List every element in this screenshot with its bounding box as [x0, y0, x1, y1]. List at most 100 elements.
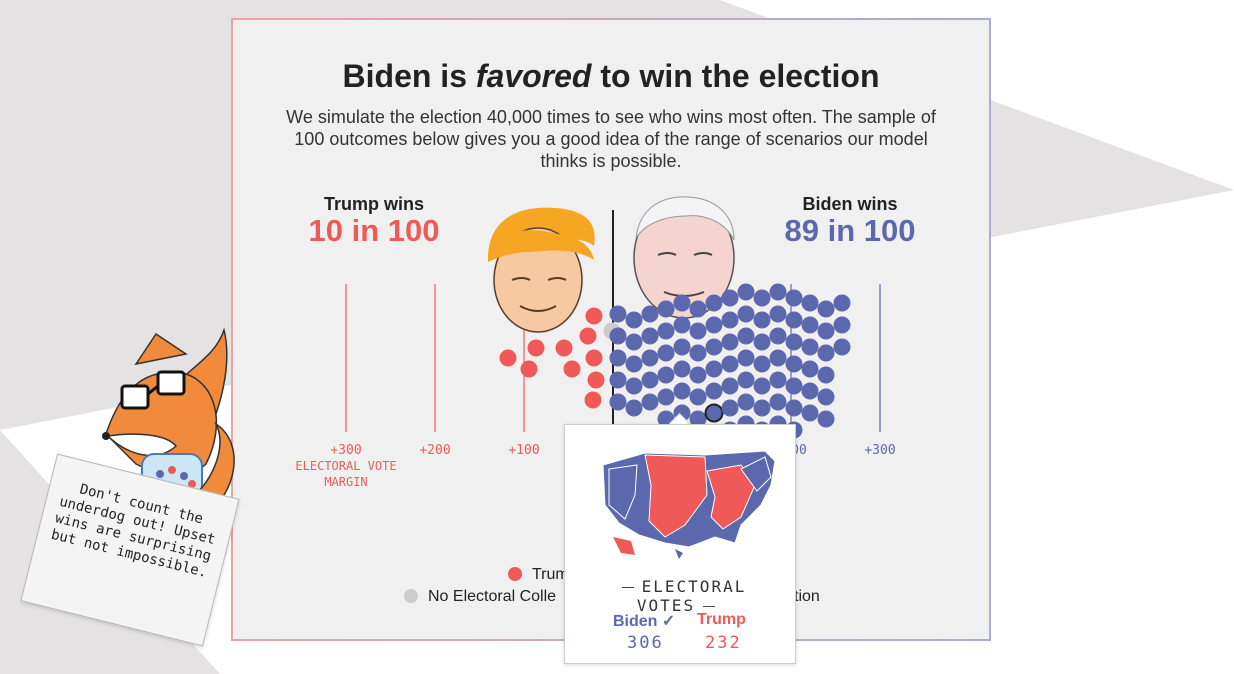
biden-outcome-dot: [625, 377, 643, 395]
biden-outcome-dot: [609, 393, 627, 411]
selected-outcome-dot: [704, 403, 724, 423]
biden-outcome-dot: [737, 305, 755, 323]
electoral-votes-heading: ELECTORAL VOTES: [579, 577, 781, 615]
biden-wins-label: Biden wins: [802, 194, 898, 214]
biden-outcome-dot: [753, 355, 771, 373]
trump-ev-label: Trump: [697, 611, 746, 628]
biden-outcome-dot: [673, 338, 691, 356]
biden-outcome-dot: [721, 333, 739, 351]
trump-outcome-dot: [584, 391, 602, 409]
biden-outcome-dot: [641, 327, 659, 345]
biden-outcome-dot: [721, 289, 739, 307]
biden-outcome-dot: [801, 294, 819, 312]
biden-outcome-dot: [785, 355, 803, 373]
biden-outcome-dot: [625, 399, 643, 417]
us-electoral-map: [602, 450, 776, 559]
biden-outcome-dot: [801, 382, 819, 400]
biden-outcome-dot: [721, 355, 739, 373]
outcome-dots: [499, 283, 851, 439]
trump-ev-count: 232: [705, 633, 742, 653]
trump-outcome-dot: [585, 349, 603, 367]
biden-outcome-dot: [625, 311, 643, 329]
biden-outcome-dot: [641, 305, 659, 323]
biden-outcome-dot: [673, 382, 691, 400]
biden-ev-count: 306: [627, 633, 664, 653]
biden-outcome-dot: [769, 327, 787, 345]
biden-odds: 89 in 100: [784, 213, 916, 248]
biden-outcome-dot: [817, 300, 835, 318]
biden-outcome-dot: [769, 305, 787, 323]
biden-outcome-dot: [657, 344, 675, 362]
biden-outcome-dot: [801, 316, 819, 334]
biden-outcome-dot: [721, 399, 739, 417]
biden-outcome-dot: [689, 366, 707, 384]
trump-outcome-dot: [555, 339, 573, 357]
biden-outcome-dot: [641, 371, 659, 389]
tick-trump-200: +200: [419, 443, 450, 458]
subtitle: We simulate the election 40,000 times to…: [286, 107, 936, 171]
legend-tie-swatch: [404, 589, 418, 603]
biden-outcome-dot: [817, 410, 835, 428]
trump-outcome-dot: [520, 360, 538, 378]
biden-outcome-dot: [705, 338, 723, 356]
biden-outcome-dot: [737, 393, 755, 411]
outcome-tooltip: ELECTORAL VOTES Biden ✓ Trump 306 232: [564, 424, 796, 664]
biden-outcome-dot: [657, 322, 675, 340]
biden-outcome-dot: [689, 322, 707, 340]
biden-outcome-dot: [641, 393, 659, 411]
biden-outcome-dot: [817, 366, 835, 384]
xlabel-line2: MARGIN: [324, 475, 367, 489]
biden-outcome-dot: [625, 333, 643, 351]
biden-ev-label: Biden ✓: [613, 613, 676, 630]
biden-outcome-dot: [737, 327, 755, 345]
biden-outcome-dot: [705, 316, 723, 334]
biden-outcome-dot: [753, 289, 771, 307]
biden-outcome-dot: [657, 388, 675, 406]
biden-outcome-dot: [657, 366, 675, 384]
biden-outcome-dot: [737, 371, 755, 389]
trump-outcome-dot: [587, 371, 605, 389]
biden-outcome-dot: [769, 283, 787, 301]
biden-outcome-dot: [817, 388, 835, 406]
biden-outcome-dot: [705, 294, 723, 312]
biden-outcome-dot: [833, 294, 851, 312]
biden-outcome-dot: [753, 377, 771, 395]
biden-outcome-dot: [721, 377, 739, 395]
biden-outcome-dot: [753, 399, 771, 417]
biden-outcome-dot: [673, 316, 691, 334]
trump-outcome-dot: [579, 327, 597, 345]
biden-outcome-dot: [737, 349, 755, 367]
legend-no-majority: No Electoral Colle: [404, 588, 556, 606]
biden-outcome-dot: [737, 283, 755, 301]
biden-outcome-dot: [833, 338, 851, 356]
biden-outcome-dot: [625, 355, 643, 373]
biden-outcome-dot: [657, 300, 675, 318]
biden-outcome-dot: [785, 399, 803, 417]
biden-outcome-dot: [833, 316, 851, 334]
fox-note-text: Don't count the underdog out! Upset wins…: [49, 481, 217, 582]
trump-odds: 10 in 100: [308, 213, 440, 248]
biden-outcome-dot: [769, 349, 787, 367]
biden-caricature-icon: [633, 196, 735, 319]
biden-outcome-dot: [769, 393, 787, 411]
biden-outcome-dot: [785, 377, 803, 395]
trump-outcome-dot: [585, 307, 603, 325]
biden-outcome-dot: [689, 410, 707, 428]
biden-outcome-dot: [753, 311, 771, 329]
biden-outcome-dot: [801, 404, 819, 422]
biden-outcome-dot: [801, 338, 819, 356]
trump-caricature-icon: [488, 207, 595, 333]
biden-outcome-dot: [609, 371, 627, 389]
biden-outcome-dot: [817, 344, 835, 362]
biden-outcome-dot: [801, 360, 819, 378]
biden-outcome-dot: [673, 360, 691, 378]
legend-trump-swatch: [508, 567, 522, 581]
biden-outcome-dot: [609, 327, 627, 345]
tick-biden-300: +300: [864, 443, 895, 458]
biden-outcome-dot: [609, 305, 627, 323]
trump-wins-label: Trump wins: [323, 194, 424, 214]
biden-outcome-dot: [705, 382, 723, 400]
biden-outcome-dot: [689, 344, 707, 362]
tick-trump-100: +100: [508, 443, 539, 458]
biden-outcome-dot: [769, 371, 787, 389]
